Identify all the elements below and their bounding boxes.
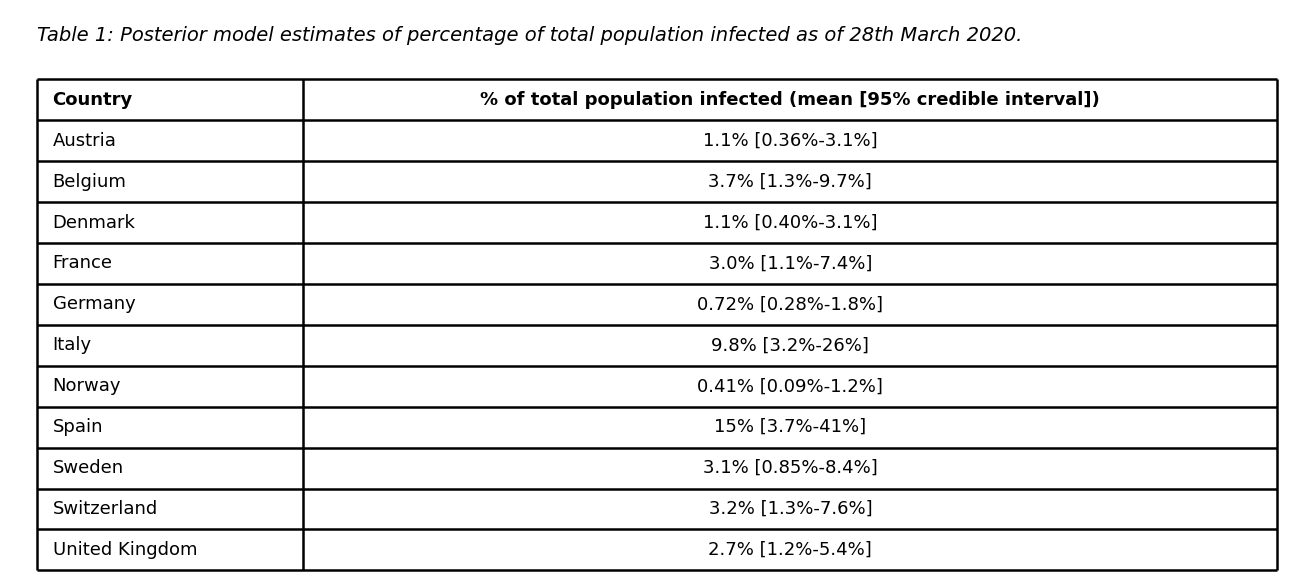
Text: 3.1% [0.85%-8.4%]: 3.1% [0.85%-8.4%]: [703, 459, 878, 477]
Text: 2.7% [1.2%-5.4%]: 2.7% [1.2%-5.4%]: [708, 541, 872, 559]
Text: 0.72% [0.28%-1.8%]: 0.72% [0.28%-1.8%]: [698, 295, 883, 313]
Text: Table 1: Posterior model estimates of percentage of total population infected as: Table 1: Posterior model estimates of pe…: [37, 26, 1022, 45]
Text: Denmark: Denmark: [53, 213, 135, 232]
Text: Switzerland: Switzerland: [53, 500, 158, 518]
Text: 3.2% [1.3%-7.6%]: 3.2% [1.3%-7.6%]: [708, 500, 872, 518]
Text: 9.8% [3.2%-26%]: 9.8% [3.2%-26%]: [711, 336, 870, 355]
Text: 1.1% [0.36%-3.1%]: 1.1% [0.36%-3.1%]: [703, 132, 878, 150]
Text: 3.7% [1.3%-9.7%]: 3.7% [1.3%-9.7%]: [708, 173, 872, 191]
Text: 1.1% [0.40%-3.1%]: 1.1% [0.40%-3.1%]: [703, 213, 878, 232]
Text: Sweden: Sweden: [53, 459, 124, 477]
Text: Germany: Germany: [53, 295, 135, 313]
Text: Country: Country: [53, 91, 133, 109]
Text: 0.41% [0.09%-1.2%]: 0.41% [0.09%-1.2%]: [698, 377, 883, 395]
Text: % of total population infected (mean [95% credible interval]): % of total population infected (mean [95…: [481, 91, 1100, 109]
Text: Belgium: Belgium: [53, 173, 126, 191]
Text: United Kingdom: United Kingdom: [53, 541, 197, 559]
Text: Norway: Norway: [53, 377, 121, 395]
Text: 3.0% [1.1%-7.4%]: 3.0% [1.1%-7.4%]: [708, 255, 872, 272]
Text: Austria: Austria: [53, 132, 117, 150]
Text: 15% [3.7%-41%]: 15% [3.7%-41%]: [715, 418, 866, 436]
Text: Italy: Italy: [53, 336, 92, 355]
Text: France: France: [53, 255, 113, 272]
Text: Spain: Spain: [53, 418, 102, 436]
